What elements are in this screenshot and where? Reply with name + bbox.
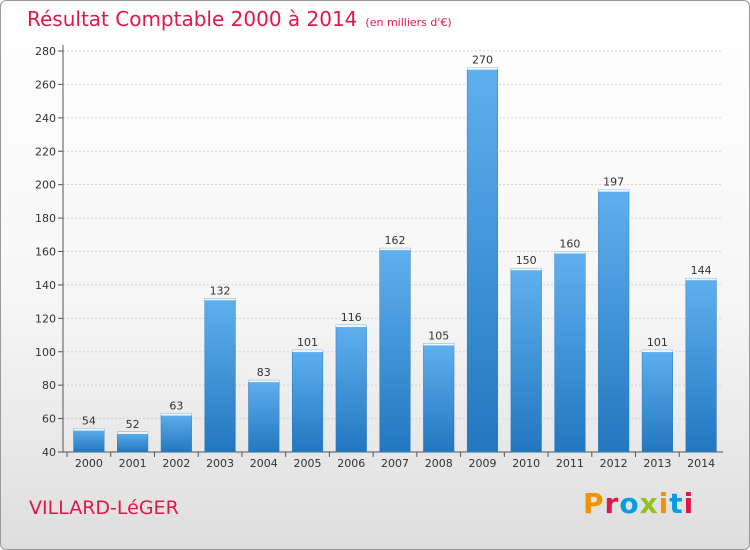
y-tick-label: 120 [35,312,56,325]
value-label: 144 [691,264,712,277]
bar [73,428,105,453]
y-tick-label: 140 [35,279,56,292]
bar-highlight [554,251,586,254]
x-tick-label: 2013 [643,457,671,470]
x-tick-label: 2004 [250,457,278,470]
y-tick-label: 60 [42,413,56,426]
logo-letter: i [683,487,695,520]
bar [291,349,324,453]
logo-letter: r [604,487,620,520]
bar-highlight [685,278,717,281]
value-label: 52 [126,418,140,431]
bars [73,67,717,453]
y-tick-label: 80 [42,379,56,392]
x-tick-label: 2011 [556,457,584,470]
logo-letter: o [619,487,640,520]
bar [423,343,455,453]
x-tick-label: 2003 [206,457,234,470]
logo-letter: t [669,487,684,520]
value-label: 270 [472,54,493,67]
bar-highlight [598,189,629,192]
title-row: Résultat Comptable 2000 à 2014 (en millie… [27,7,452,31]
chart-title: Résultat Comptable 2000 à 2014 [27,7,358,31]
value-label: 162 [385,234,406,247]
x-tick-label: 2005 [294,457,322,470]
x-tick-label: 2006 [337,457,365,470]
x-tick-label: 2009 [468,457,496,470]
value-label: 132 [210,284,231,297]
x-tick-label: 2014 [687,457,715,470]
bar [204,298,236,453]
y-tick-label: 40 [42,446,56,459]
x-tick-label: 2010 [512,457,540,470]
y-tick-label: 200 [35,179,56,192]
bar-highlight [423,343,455,346]
y-tick-label: 100 [35,346,56,359]
logo-letter: i [658,487,670,520]
value-label: 54 [82,415,96,428]
bar [598,189,630,453]
bar-highlight [379,248,411,251]
bar [510,267,542,453]
value-label: 101 [297,336,318,349]
logo-letter: x [639,487,659,520]
value-label: 63 [169,400,183,413]
y-tick-label: 160 [35,246,56,259]
bar [379,247,411,453]
bar [466,67,499,453]
bar-highlight [161,413,192,416]
proxiti-logo[interactable]: Proxiti [583,487,694,520]
x-tick-label: 2002 [162,457,190,470]
value-label: 150 [516,254,537,267]
bar [554,251,586,453]
y-tick-label: 260 [35,78,56,91]
labels: 40 60 80 100 120 140 160 180 200 220 240 260 280 54 20… [35,45,715,470]
x-tick-label: 2012 [600,457,628,470]
bar [641,349,673,453]
bar-highlight [248,380,280,383]
bar-highlight [204,298,236,301]
value-label: 116 [341,311,362,324]
bar [160,413,192,453]
bar-highlight [510,268,542,271]
y-tick-label: 180 [35,212,56,225]
bar [685,277,717,453]
y-tick-label: 220 [35,145,56,158]
logo-letter: P [583,487,605,520]
x-tick-label: 2008 [425,457,453,470]
bar [335,324,367,453]
x-tick-label: 2007 [381,457,409,470]
chart-subtitle: (en milliers d'€) [365,16,452,29]
y-tick-label: 280 [35,45,56,58]
bar [117,431,149,453]
x-tick-label: 2001 [119,457,147,470]
bar-highlight [292,350,323,353]
bar [248,379,280,453]
value-label: 105 [428,329,449,342]
bar-highlight [467,67,498,70]
value-label: 197 [603,176,624,189]
value-label: 83 [257,366,271,379]
commune-name: VILLARD-LéGER [29,497,179,519]
bar-highlight [642,350,673,353]
bar-highlight [117,431,148,434]
bar-highlight [335,325,367,328]
value-label: 160 [559,238,580,251]
y-tick-label: 240 [35,112,56,125]
bar-highlight [73,428,105,431]
x-tick-label: 2000 [75,457,103,470]
value-label: 101 [647,336,668,349]
